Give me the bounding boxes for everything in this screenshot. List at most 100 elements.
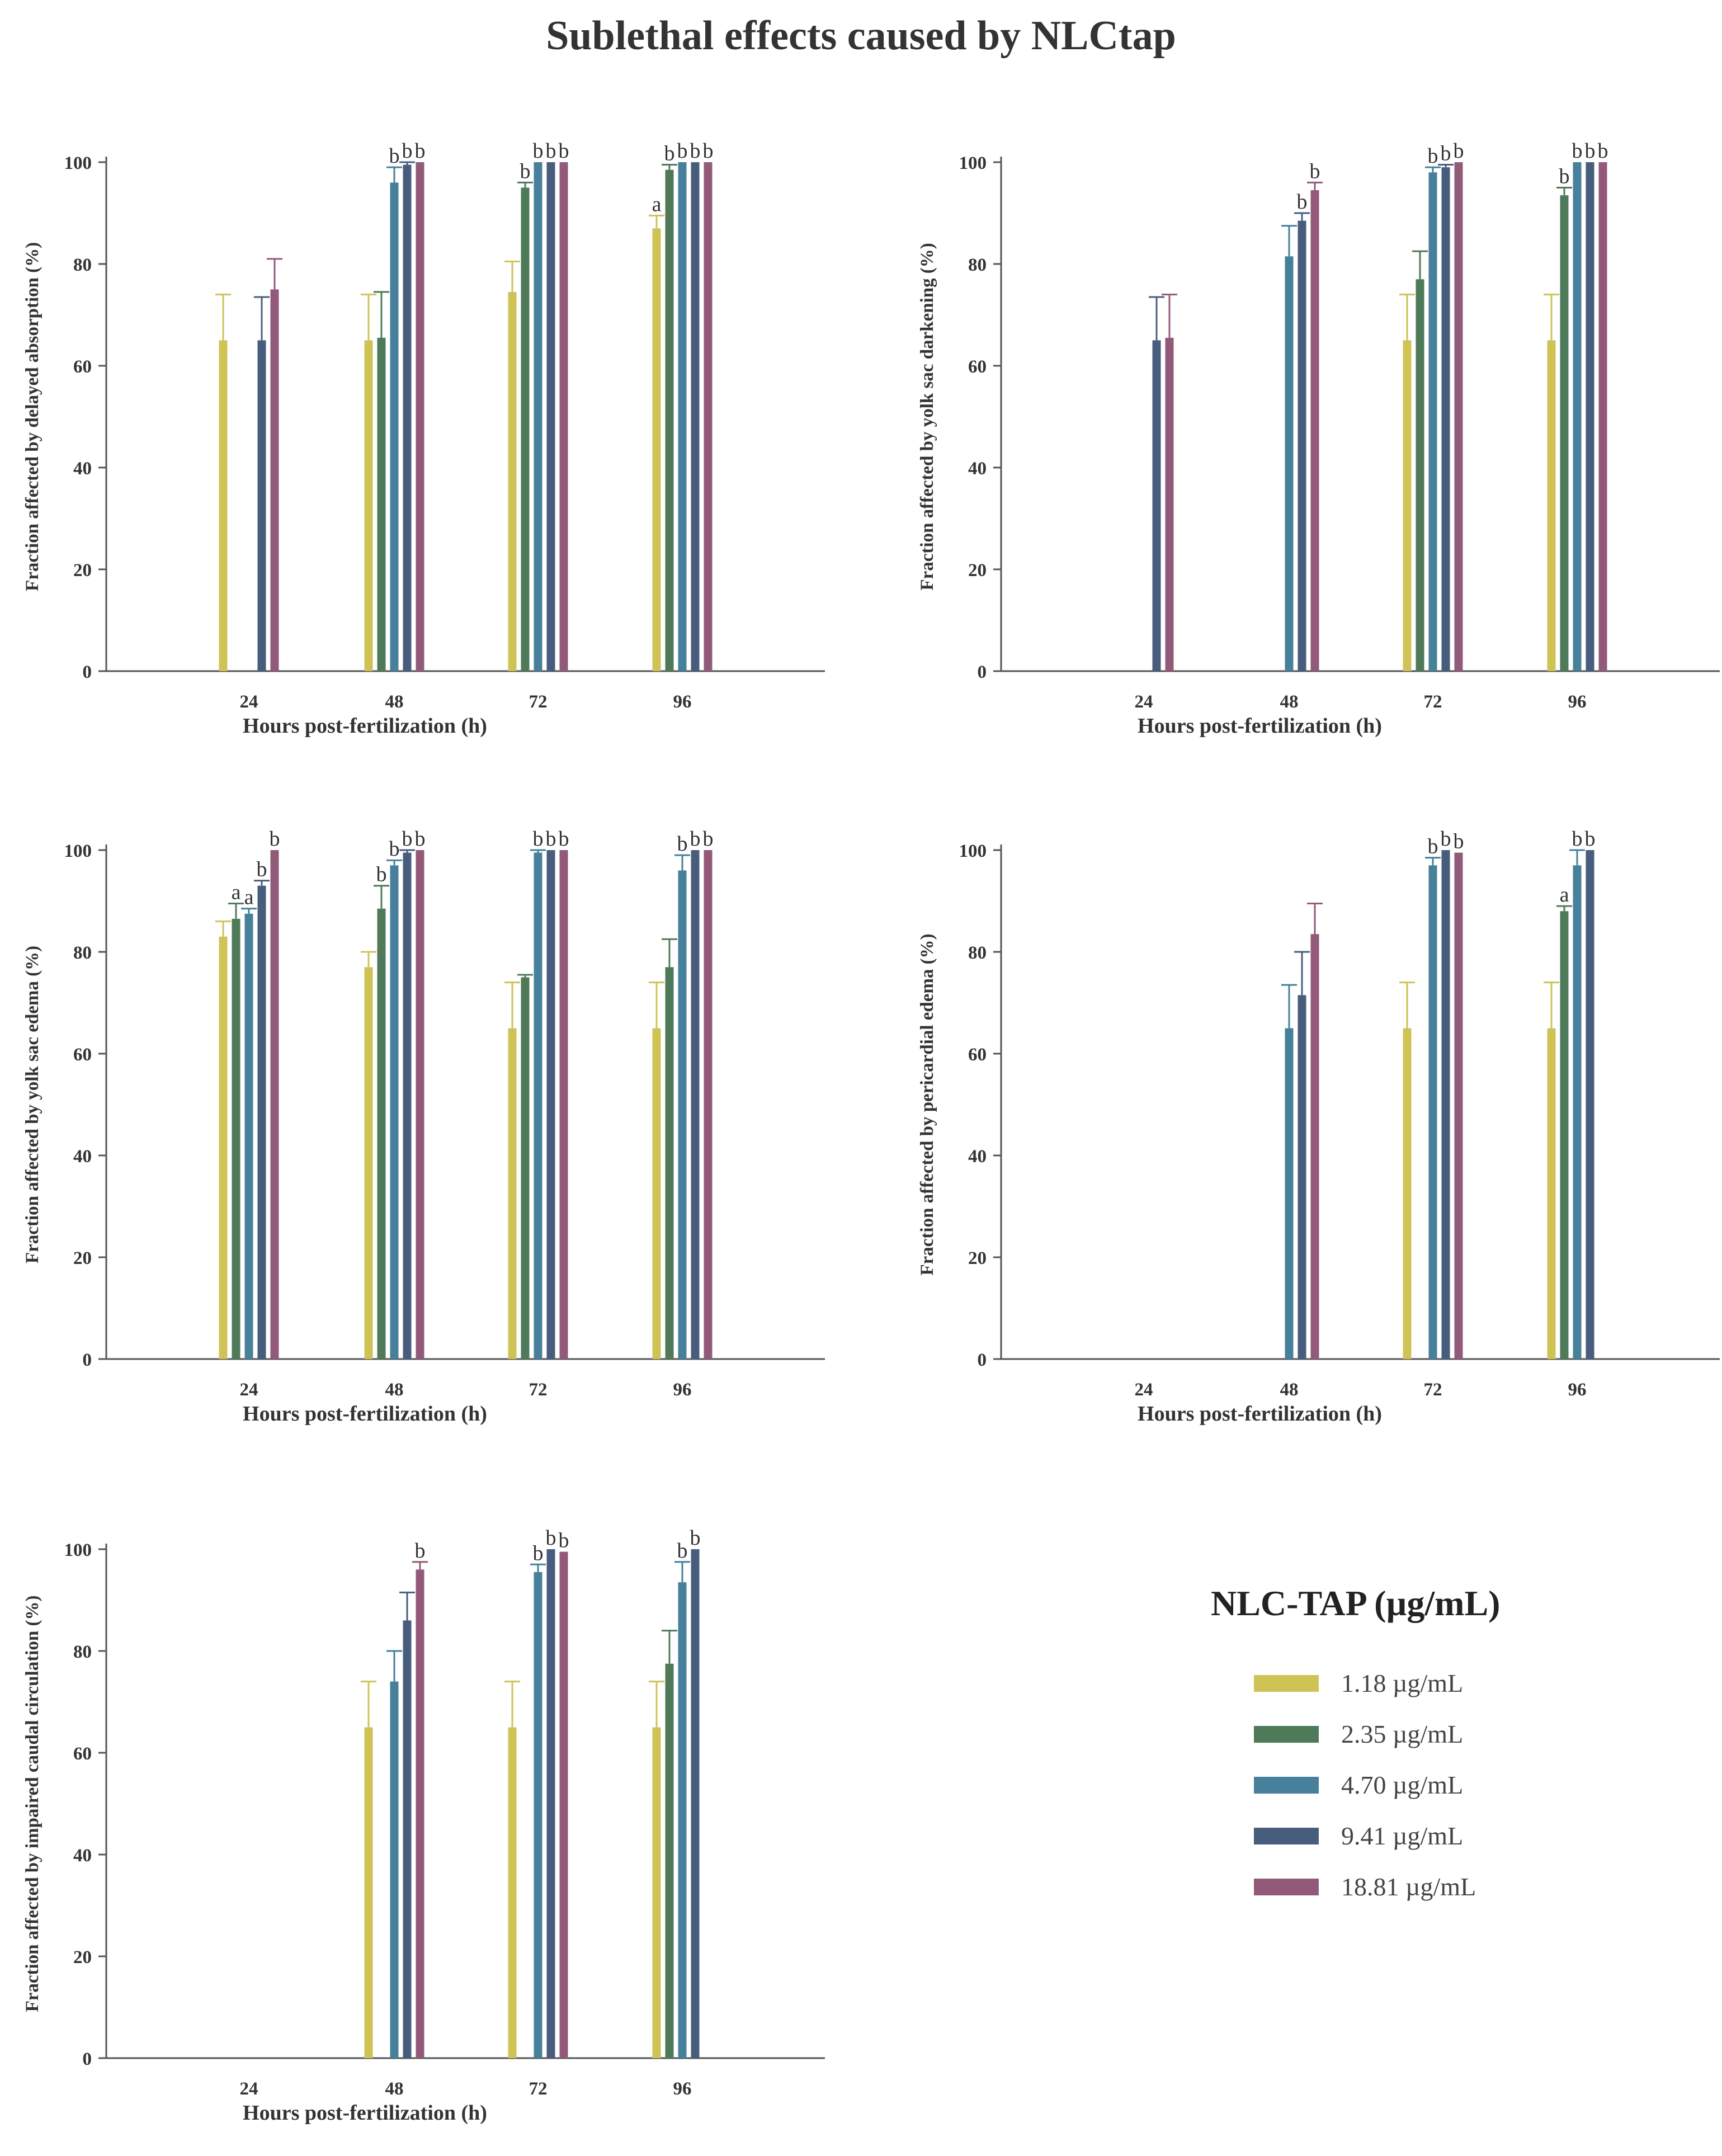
significance-label: b — [1572, 139, 1583, 163]
y-tick-label: 60 — [73, 357, 92, 377]
y-tick-label: 100 — [64, 1540, 92, 1560]
significance-label: b — [690, 827, 701, 851]
bar — [1547, 340, 1556, 671]
legend-label: 9.41 µg/mL — [1341, 1822, 1464, 1850]
significance-label: a — [652, 193, 662, 216]
y-tick-label: 40 — [968, 1147, 987, 1167]
bar — [546, 162, 555, 671]
significance-label: b — [703, 827, 714, 851]
significance-label: b — [1454, 139, 1464, 163]
bar — [416, 850, 424, 1359]
figure-title: Sublethal effects caused by NLCtap — [546, 13, 1176, 59]
y-tick-label: 40 — [73, 1846, 92, 1866]
y-tick-label: 20 — [73, 1248, 92, 1268]
bar — [364, 1727, 373, 2058]
significance-label: b — [1428, 144, 1438, 168]
legend-label: 4.70 µg/mL — [1341, 1771, 1464, 1799]
bar — [1560, 911, 1569, 1359]
bar — [403, 1620, 412, 2058]
x-tick-label: 24 — [240, 2079, 258, 2099]
bar — [257, 885, 266, 1359]
significance-label: b — [415, 827, 426, 851]
y-tick-label: 80 — [73, 943, 92, 963]
bar — [232, 918, 240, 1359]
bar — [1165, 337, 1174, 671]
x-tick-label: 24 — [1135, 1380, 1153, 1400]
legend-label: 18.81 µg/mL — [1341, 1872, 1476, 1901]
y-tick-label: 100 — [64, 841, 92, 861]
legend: NLC-TAP (µg/mL) 1.18 µg/mL 2.35 µg/mL 4.70… — [1202, 1583, 1538, 1912]
significance-label: b — [1297, 190, 1308, 214]
x-tick-label: 24 — [1135, 692, 1153, 712]
x-tick-label: 96 — [1568, 692, 1587, 712]
bar — [1586, 850, 1594, 1359]
significance-label: b — [1441, 142, 1451, 166]
significance-label: b — [664, 142, 675, 166]
significance-label: b — [376, 863, 387, 886]
bar — [1573, 865, 1582, 1359]
y-tick-label: 100 — [959, 153, 987, 173]
x-tick-label: 72 — [529, 2079, 548, 2099]
bar — [559, 850, 568, 1359]
bar — [534, 852, 542, 1359]
bar — [1403, 340, 1412, 671]
bar — [559, 1551, 568, 2058]
y-tick-label: 0 — [978, 1350, 987, 1370]
significance-label: b — [402, 139, 413, 163]
y-tick-label: 80 — [73, 255, 92, 275]
x-tick-label: 96 — [673, 1380, 692, 1400]
bar — [546, 1549, 555, 2058]
bar — [1428, 172, 1437, 671]
bar — [364, 967, 373, 1359]
bar — [1403, 1028, 1412, 1359]
significance-label: b — [1441, 827, 1451, 851]
y-axis-title: Fraction affected by impaired caudal cir… — [22, 1596, 43, 2012]
legend-item: 9.41 µg/mL — [1202, 1810, 1538, 1861]
significance-label: a — [1560, 883, 1569, 907]
bar — [219, 340, 228, 671]
chart-pericardial-edema: 0 20 40 60 80 100 24 48 72 96 Hours post-fertiliza… — [895, 800, 1722, 1435]
x-axis-title: Hours post-fertilization (h) — [1138, 714, 1382, 738]
bar — [1454, 852, 1463, 1359]
significance-label: b — [559, 827, 569, 851]
chart-svg: 0 20 40 60 80 100 24 48 72 96 Hours post-fertiliza… — [22, 827, 825, 1426]
chart-svg: 0 20 40 60 80 100 24 48 72 96 Hours post-fertiliza… — [917, 827, 1720, 1426]
bar — [403, 852, 412, 1359]
bar — [665, 967, 674, 1359]
y-tick-label: 80 — [968, 255, 987, 275]
y-tick-label: 100 — [64, 153, 92, 173]
significance-label: b — [415, 139, 426, 163]
significance-label: b — [402, 827, 413, 851]
significance-label: b — [690, 139, 701, 163]
y-tick-label: 100 — [959, 841, 987, 861]
x-axis-title: Hours post-fertilization (h) — [243, 714, 487, 738]
y-tick-label: 20 — [968, 560, 987, 581]
bar — [1298, 995, 1306, 1359]
bar — [1560, 195, 1569, 671]
y-axis-title: Fraction affected by pericardial edema (… — [917, 933, 937, 1275]
bar — [546, 850, 555, 1359]
bar — [1416, 279, 1424, 671]
significance-label: b — [533, 139, 544, 163]
bar — [1298, 220, 1306, 671]
y-tick-label: 0 — [978, 662, 987, 682]
chart-svg: 0 20 40 60 80 100 24 48 72 96 Hours post-fertiliza… — [22, 1526, 825, 2125]
y-tick-label: 60 — [968, 1045, 987, 1065]
bar — [678, 162, 687, 671]
significance-label: b — [533, 827, 544, 851]
chart-impaired-caudal-circulation: 0 20 40 60 80 100 24 48 72 96 Hours post-fertiliza… — [0, 1499, 828, 2134]
significance-label: b — [533, 1541, 544, 1565]
legend-swatch — [1254, 1776, 1319, 1794]
significance-label: b — [270, 827, 280, 851]
x-tick-label: 96 — [673, 692, 692, 712]
legend-swatch — [1254, 1674, 1319, 1692]
significance-label: b — [520, 159, 531, 183]
bar — [691, 1549, 700, 2058]
y-tick-label: 40 — [968, 459, 987, 479]
significance-label: b — [677, 832, 688, 856]
y-tick-label: 20 — [73, 560, 92, 581]
x-tick-label: 48 — [385, 1380, 404, 1400]
bar — [1586, 162, 1594, 671]
bar — [521, 187, 530, 671]
bar — [691, 162, 700, 671]
